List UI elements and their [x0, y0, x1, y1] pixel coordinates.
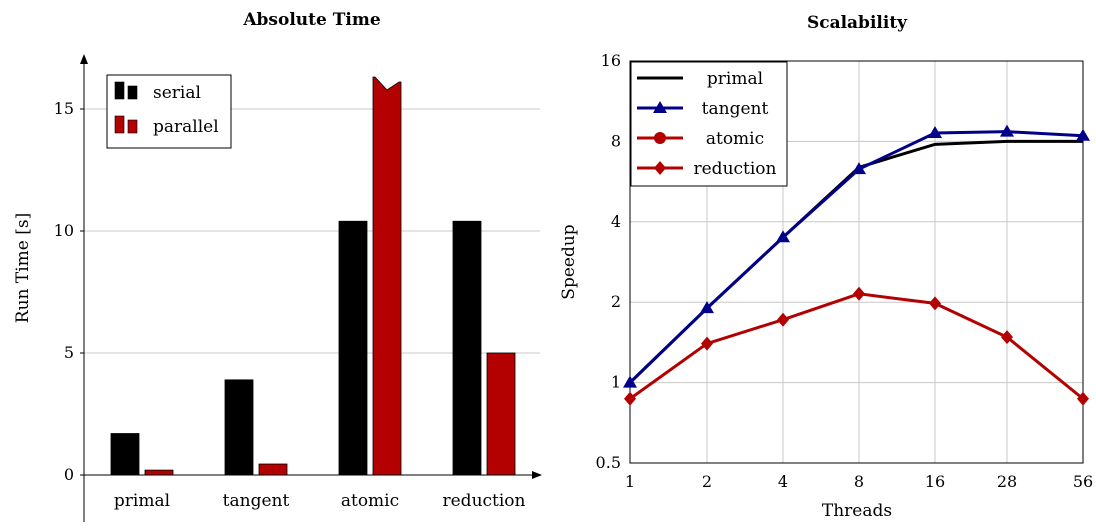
y-axis-arrow: [80, 54, 88, 64]
bar-atomic-serial: [338, 220, 368, 476]
point-reduction: [701, 336, 713, 351]
x-tick-label: 28: [997, 472, 1017, 491]
legend-label: serial: [153, 83, 201, 103]
legend-swatch: [114, 115, 125, 134]
point-tangent: [623, 375, 637, 388]
x-tick-label: 56: [1073, 472, 1093, 491]
x-axis-arrow: [532, 471, 542, 479]
x-tick-label: primal: [114, 491, 170, 511]
x-tick-label: 8: [854, 472, 864, 491]
legend-label: parallel: [153, 117, 219, 137]
y-axis-label-right: Speedup: [559, 224, 579, 299]
y-tick-label: 15: [54, 99, 74, 118]
bar-tangent-parallel: [258, 463, 288, 476]
point-reduction: [853, 286, 865, 301]
legend-label: reduction: [694, 159, 777, 179]
x-tick-label: 2: [702, 472, 712, 491]
point-reduction: [929, 296, 941, 311]
y-tick-label: 2: [611, 292, 621, 311]
x-tick-label: 4: [778, 472, 788, 491]
point-reduction: [777, 312, 789, 327]
x-axis-label-right: Threads: [822, 501, 892, 521]
y-tick-label: 0.5: [596, 453, 621, 472]
legend-marker: [654, 161, 666, 175]
y-tick-label: 4: [611, 212, 621, 231]
bar-atomic-parallel: [372, 76, 402, 476]
point-tangent: [1076, 128, 1090, 141]
bar-tangent-serial: [224, 379, 254, 476]
x-tick-label: atomic: [341, 491, 399, 511]
y-tick-label: 1: [611, 373, 621, 392]
y-tick-label: 5: [64, 343, 74, 362]
point-tangent: [700, 301, 714, 314]
point-tangent: [928, 126, 942, 139]
y-tick-label: 16: [601, 51, 621, 70]
legend-label: atomic: [706, 129, 764, 149]
chart-title-left: Absolute Time: [242, 10, 380, 30]
point-tangent: [852, 162, 866, 175]
point-reduction: [1077, 391, 1089, 406]
legend-swatch: [127, 85, 138, 100]
legend-label: tangent: [702, 99, 769, 119]
legend-swatch: [114, 81, 125, 100]
x-tick-label: reduction: [443, 491, 526, 511]
chart-title-right: Scalability: [807, 13, 908, 33]
y-tick-label: 0: [64, 465, 74, 484]
x-tick-label: 1: [625, 472, 635, 491]
bar-reduction-parallel: [486, 352, 516, 476]
y-axis-label-left: Run Time [s]: [13, 213, 33, 323]
bar-primal-serial: [110, 433, 140, 476]
bar-primal-parallel: [144, 469, 174, 476]
legend-box-left: [106, 74, 232, 149]
bar-reduction-serial: [452, 220, 482, 476]
x-tick-label: tangent: [223, 491, 290, 511]
point-tangent: [1000, 124, 1014, 137]
x-tick-label: 16: [925, 472, 945, 491]
y-tick-label: 10: [54, 221, 74, 240]
legend-label: primal: [707, 69, 763, 89]
point-reduction: [1001, 330, 1013, 345]
point-reduction: [624, 391, 636, 406]
plot-frame-right: [629, 60, 1084, 464]
legend-marker: [653, 101, 667, 113]
y-tick-label: 8: [611, 131, 621, 150]
legend-swatch: [127, 119, 138, 134]
point-tangent: [776, 230, 790, 243]
legend-marker: [654, 132, 666, 144]
